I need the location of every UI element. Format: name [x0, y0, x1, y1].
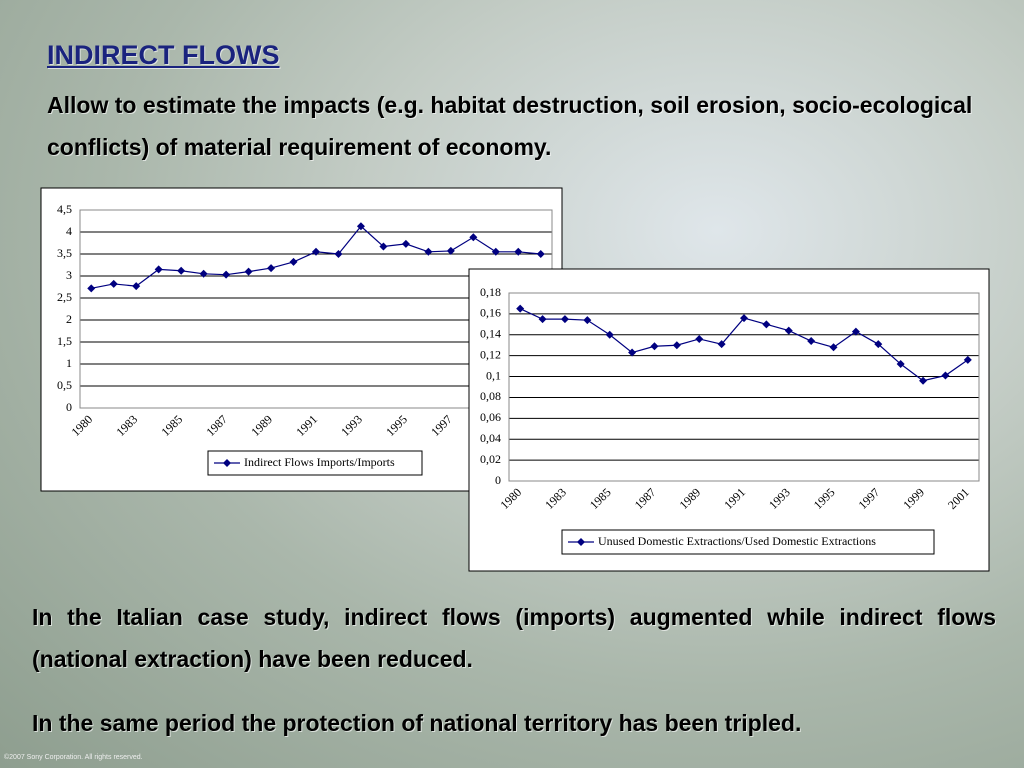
data-point: [356, 222, 365, 231]
legend-label: Unused Domestic Extractions/Used Domesti…: [598, 534, 876, 548]
y-tick-label: 4: [66, 224, 72, 238]
y-tick-label: 0: [495, 473, 501, 487]
data-point: [536, 250, 545, 258]
data-point: [109, 279, 118, 288]
slide-title: INDIRECT FLOWS: [47, 40, 280, 70]
y-tick-label: 1: [66, 356, 72, 370]
data-point: [401, 239, 410, 248]
data-point: [446, 246, 455, 255]
y-tick-label: 0,18: [480, 285, 501, 299]
y-tick-label: 0,5: [57, 378, 72, 392]
plot-frame: [508, 292, 980, 482]
data-point: [334, 250, 343, 258]
data-point: [244, 267, 253, 276]
y-tick-label: 3,5: [57, 246, 72, 260]
data-point: [807, 337, 816, 346]
paragraph: In the Italian case study, indirect flow…: [32, 604, 996, 672]
slide-subtitle: Allow to estimate the impacts (e.g. habi…: [47, 92, 973, 160]
data-point: [851, 327, 860, 336]
data-point: [829, 343, 838, 352]
data-point: [740, 314, 748, 323]
legend-marker: [223, 459, 231, 467]
data-point: [628, 348, 637, 357]
data-point: [605, 330, 614, 339]
legend-box: [207, 450, 423, 476]
legend-box: [561, 529, 935, 555]
data-point: [289, 257, 298, 266]
y-tick-label: 0,08: [480, 389, 501, 403]
y-tick-label: 2,5: [57, 290, 72, 304]
y-tick-label: 0,04: [480, 431, 501, 445]
data-point: [538, 315, 547, 324]
y-tick-label: 0,02: [480, 452, 501, 466]
data-point: [154, 265, 163, 274]
y-tick-label: 3: [66, 268, 72, 282]
data-point: [177, 266, 186, 275]
y-tick-label: 1,5: [57, 334, 72, 348]
data-point: [491, 247, 500, 256]
data-point: [222, 270, 231, 279]
legend-marker: [577, 538, 585, 546]
data-point: [919, 376, 928, 385]
data-point: [941, 371, 950, 380]
data-point: [516, 304, 525, 313]
data-point: [784, 326, 793, 335]
y-tick-label: 0,14: [480, 327, 501, 341]
data-point: [672, 341, 681, 350]
legend-label: Indirect Flows Imports/Imports: [244, 455, 395, 469]
y-tick-label: 0,16: [480, 306, 501, 320]
y-tick-label: 0,1: [486, 368, 501, 382]
data-point: [874, 340, 883, 349]
data-point: [132, 282, 141, 291]
data-point: [560, 315, 569, 324]
paragraph: In the same period the protection of nat…: [32, 710, 802, 736]
y-tick-label: 4,5: [57, 202, 72, 216]
data-point: [514, 247, 523, 256]
data-point: [583, 316, 592, 325]
y-tick-label: 0,12: [480, 347, 501, 361]
data-point: [379, 242, 388, 251]
data-point: [87, 284, 96, 293]
data-point: [963, 355, 972, 364]
footer: ©2007 Sony Corporation. All rights reser…: [4, 754, 143, 761]
data-point: [469, 233, 478, 242]
y-tick-label: 2: [66, 312, 72, 326]
data-point: [267, 264, 276, 273]
y-tick-label: 0,06: [480, 410, 501, 424]
data-point: [650, 342, 659, 351]
data-point: [312, 247, 320, 256]
data-point: [896, 360, 905, 369]
y-tick-label: 0: [66, 400, 72, 414]
data-point: [762, 320, 771, 329]
data-point: [199, 269, 208, 278]
data-point: [424, 247, 433, 256]
data-point: [717, 340, 726, 349]
data-point: [695, 334, 704, 343]
